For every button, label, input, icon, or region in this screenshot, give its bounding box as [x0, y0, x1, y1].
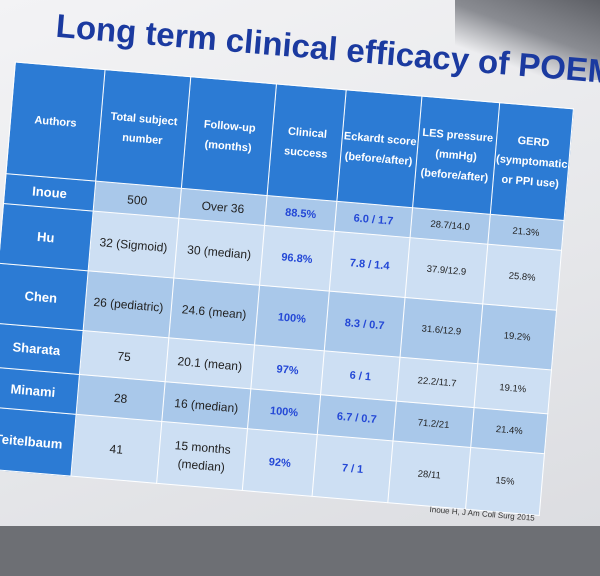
author-cell: Hu: [0, 203, 94, 271]
followup-cell: 30 (median): [173, 218, 265, 286]
gerd-cell: 19.1%: [474, 363, 552, 414]
eckardt-cell: 6.7 / 0.7: [317, 394, 397, 441]
column-header: Follow-up (months): [181, 76, 277, 196]
subjects-cell: 26 (pediatric): [83, 270, 174, 338]
column-header: LES pressure (mmHg) (before/after): [412, 96, 500, 215]
eckardt-cell: 6 / 1: [320, 350, 401, 402]
author-cell: Teitelbaum: [0, 406, 77, 477]
gerd-cell: 25.8%: [482, 244, 562, 311]
les-cell: 31.6/12.9: [400, 297, 483, 364]
column-header: GERD (symptomatic or PPI use): [490, 102, 574, 221]
efficacy-table: Authors Total subject number Follow-up (…: [0, 61, 574, 516]
column-header: Total subject number: [95, 69, 191, 189]
followup-cell: 15 months (median): [156, 421, 248, 491]
followup-cell: 24.6 (mean): [168, 278, 260, 346]
gerd-cell: 21.4%: [470, 407, 548, 454]
subjects-cell: 41: [70, 414, 162, 484]
eckardt-cell: 7.8 / 1.4: [329, 231, 411, 298]
les-cell: 28/11: [387, 440, 471, 510]
success-cell: 92%: [242, 428, 318, 497]
success-cell: 97%: [250, 345, 325, 395]
success-cell: 100%: [247, 388, 321, 435]
column-header: Authors: [5, 62, 106, 182]
subjects-cell: 75: [79, 330, 169, 382]
column-header: Eckardt score (before/after): [336, 89, 422, 208]
followup-cell: 20.1 (mean): [165, 337, 255, 389]
success-cell: 96.8%: [259, 225, 335, 292]
author-cell: Minami: [0, 366, 80, 415]
eckardt-cell: 8.3 / 0.7: [324, 291, 406, 358]
author-cell: Chen: [0, 263, 89, 331]
corner-shadow: [455, 0, 600, 80]
column-header: Clinical success: [267, 83, 347, 202]
subjects-cell: 32 (Sigmoid): [88, 211, 179, 279]
les-cell: 37.9/12.9: [405, 237, 488, 304]
les-cell: 22.2/11.7: [396, 357, 478, 408]
eckardt-cell: 7 / 1: [312, 434, 393, 503]
success-cell: 100%: [254, 285, 330, 351]
gerd-cell: 15%: [465, 447, 545, 516]
author-cell: Sharata: [0, 323, 84, 375]
les-cell: 71.2/21: [392, 401, 475, 448]
gerd-cell: 19.2%: [477, 303, 557, 370]
